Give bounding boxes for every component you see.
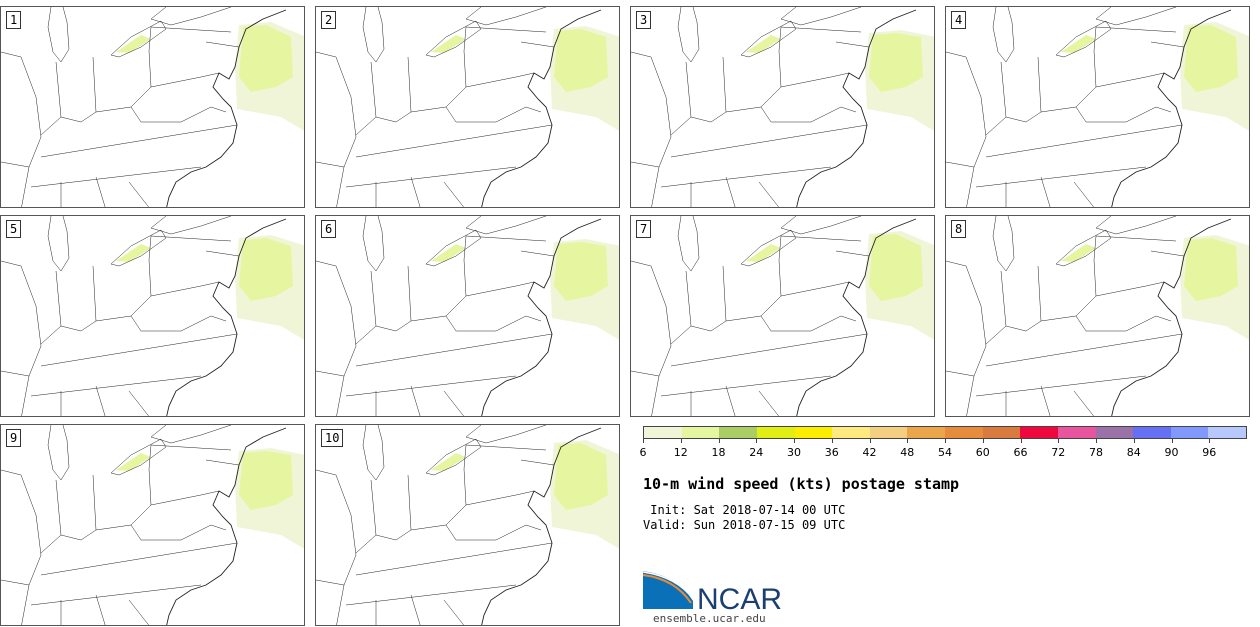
colorbar-swatch: [869, 427, 908, 438]
colorbar-swatch: [719, 427, 757, 438]
colorbar-swatch: [832, 427, 870, 438]
colorbar-tick-mark: [1171, 439, 1173, 443]
member-number: 3: [636, 11, 652, 29]
map-panel-6: 6: [315, 215, 620, 417]
member-number: 5: [6, 220, 22, 238]
map: [1, 216, 304, 416]
colorbar-swatch: [794, 427, 833, 438]
map-panel-2: 2: [315, 6, 620, 208]
colorbar-tick-mark: [907, 439, 909, 443]
member-number: 4: [951, 11, 967, 29]
colorbar-tick-mark: [831, 439, 833, 443]
colorbar-tick-label: 6: [639, 446, 647, 459]
colorbar-tick-label: 84: [1126, 446, 1141, 459]
colorbar-swatch: [1020, 427, 1058, 438]
colorbar-swatch: [644, 427, 682, 438]
map-panel-10: 10: [315, 424, 620, 626]
map: [631, 7, 934, 207]
chart-title: 10-m wind speed (kts) postage stamp: [643, 475, 960, 493]
colorbar: [643, 426, 1247, 439]
colorbar-tick-mark: [643, 439, 644, 443]
colorbar-swatch: [1170, 427, 1209, 438]
colorbar-tick-label: 12: [673, 446, 688, 459]
colorbar-tick-mark: [756, 439, 758, 443]
website-link[interactable]: ensemble.ucar.edu: [653, 612, 766, 625]
colorbar-tick-label: 60: [975, 446, 990, 459]
colorbar-swatch: [681, 427, 720, 438]
valid-time: Valid: Sun 2018-07-15 09 UTC: [643, 518, 846, 532]
map-panel-7: 7: [630, 215, 935, 417]
colorbar-tick-mark: [1133, 439, 1135, 443]
member-number: 7: [636, 220, 652, 238]
colorbar-tick-mark: [1096, 439, 1097, 443]
colorbar-tick-mark: [680, 439, 682, 443]
colorbar-tick-label: 66: [1013, 446, 1028, 459]
colorbar-swatch: [945, 427, 983, 438]
map-panel-5: 5: [0, 215, 305, 417]
map: [316, 7, 619, 207]
member-number: 8: [951, 220, 967, 238]
colorbar-tick-label: 36: [824, 446, 839, 459]
ncar-logo-text: NCAR: [697, 583, 782, 611]
colorbar-tick-mark: [794, 439, 795, 443]
map: [316, 216, 619, 416]
member-number: 1: [6, 11, 22, 29]
map: [1, 7, 304, 207]
map-panel-3: 3: [630, 6, 935, 208]
member-number: 6: [321, 220, 337, 238]
ncar-logo: NCAR: [642, 571, 793, 616]
colorbar-swatch: [1208, 427, 1246, 438]
colorbar-swatch: [907, 427, 945, 438]
colorbar-swatch: [1133, 427, 1171, 438]
colorbar-tick-mark: [1209, 439, 1211, 443]
colorbar-tick-label: 30: [787, 446, 801, 459]
colorbar-tick-label: 18: [711, 446, 726, 459]
map-panel-4: 4: [945, 6, 1250, 208]
colorbar-tick-mark: [869, 439, 871, 443]
colorbar-tick-mark: [718, 439, 720, 443]
init-time: Init: Sat 2018-07-14 00 UTC: [643, 503, 846, 517]
map-panel-9: 9: [0, 424, 305, 626]
colorbar-tick-label: 78: [1089, 446, 1103, 459]
colorbar-swatch: [1057, 427, 1096, 438]
member-number: 2: [321, 11, 337, 29]
colorbar-swatch: [756, 427, 795, 438]
map: [946, 7, 1249, 207]
colorbar-tick-mark: [1058, 439, 1060, 443]
colorbar-swatch: [1095, 427, 1134, 438]
member-number: 10: [321, 429, 344, 447]
map: [946, 216, 1249, 416]
map: [316, 425, 619, 625]
colorbar-swatch: [982, 427, 1021, 438]
colorbar-tick-mark: [1020, 439, 1022, 443]
colorbar-tick-label: 54: [938, 446, 952, 459]
colorbar-tick-label: 48: [900, 446, 915, 459]
colorbar-tick-label: 90: [1164, 446, 1179, 459]
map-panel-8: 8: [945, 215, 1250, 417]
colorbar-tick-label: 96: [1202, 446, 1217, 459]
colorbar-tick-label: 42: [862, 446, 877, 459]
map-panel-1: 1: [0, 6, 305, 208]
colorbar-tick-mark: [945, 439, 946, 443]
colorbar-tick-label: 24: [749, 446, 764, 459]
map: [1, 425, 304, 625]
member-number: 9: [6, 429, 22, 447]
colorbar-tick-label: 72: [1051, 446, 1066, 459]
map: [631, 216, 934, 416]
colorbar-tick-mark: [982, 439, 984, 443]
